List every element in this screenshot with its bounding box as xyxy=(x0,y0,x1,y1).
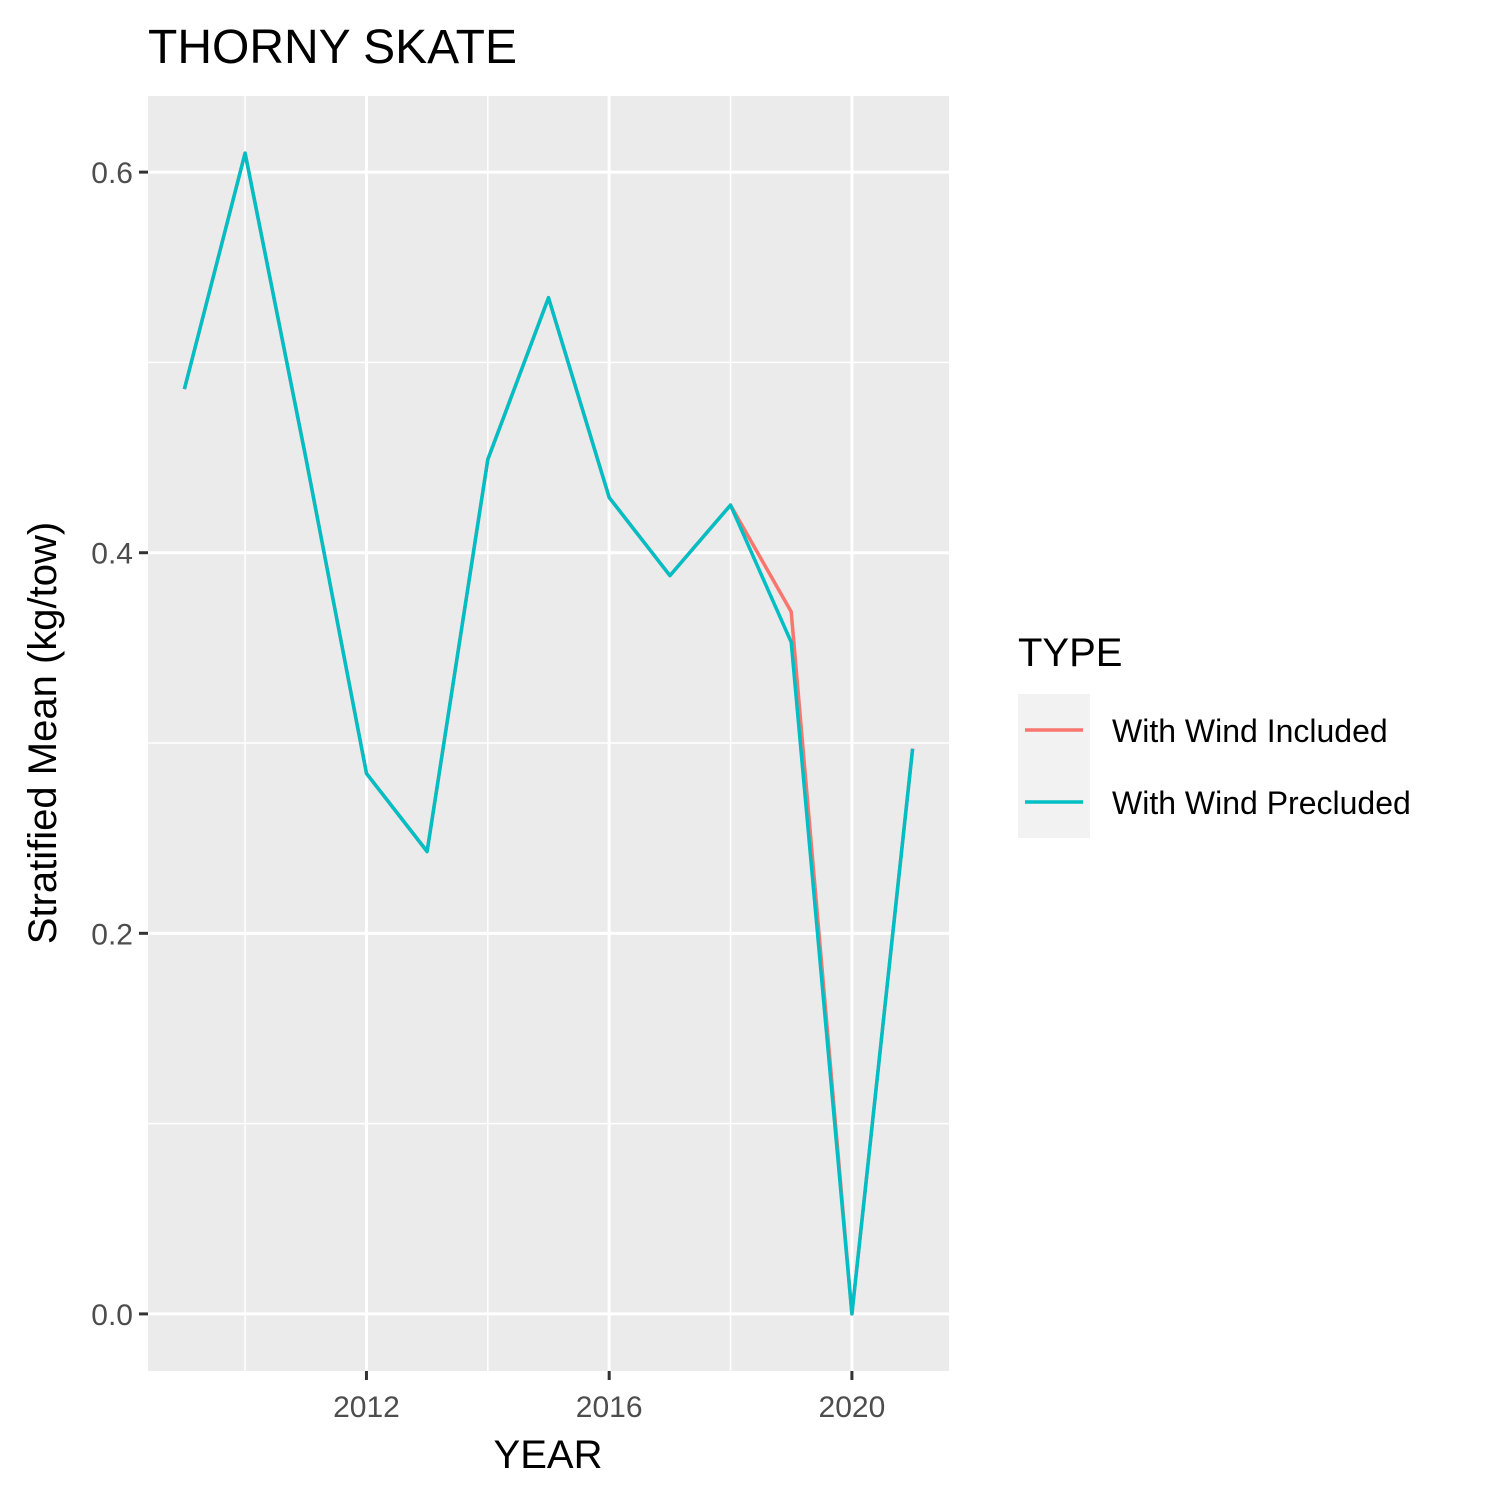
legend-label-with-wind-included: With Wind Included xyxy=(1112,713,1388,749)
plot-panel xyxy=(148,96,949,1371)
legend-label-with-wind-precluded: With Wind Precluded xyxy=(1112,785,1411,821)
series-line-with-wind-precluded xyxy=(182,151,915,1316)
y-tick-label: 0.4 xyxy=(91,538,133,571)
y-tick-label: 0.2 xyxy=(91,918,133,951)
legend-title: TYPE xyxy=(1018,631,1122,675)
y-tick-label: 0.0 xyxy=(91,1299,133,1332)
x-axis: 2012 2016 2020 xyxy=(333,1371,885,1424)
x-tick-label: 2012 xyxy=(333,1391,400,1424)
legend-key-background xyxy=(1018,694,1090,838)
x-tick-label: 2020 xyxy=(819,1391,886,1424)
x-tick-label: 2016 xyxy=(576,1391,643,1424)
y-axis-title: Stratified Mean (kg/tow) xyxy=(21,522,65,944)
minor-gridlines xyxy=(148,96,949,1371)
chart-title: THORNY SKATE xyxy=(148,21,517,74)
series-lines xyxy=(182,151,915,1316)
x-axis-title: YEAR xyxy=(494,1433,603,1477)
y-tick-label: 0.6 xyxy=(91,157,133,190)
major-gridlines xyxy=(148,96,949,1371)
y-axis: 0.0 0.2 0.4 0.6 xyxy=(91,157,148,1332)
legend: TYPE With Wind Included With Wind Preclu… xyxy=(1018,631,1411,838)
